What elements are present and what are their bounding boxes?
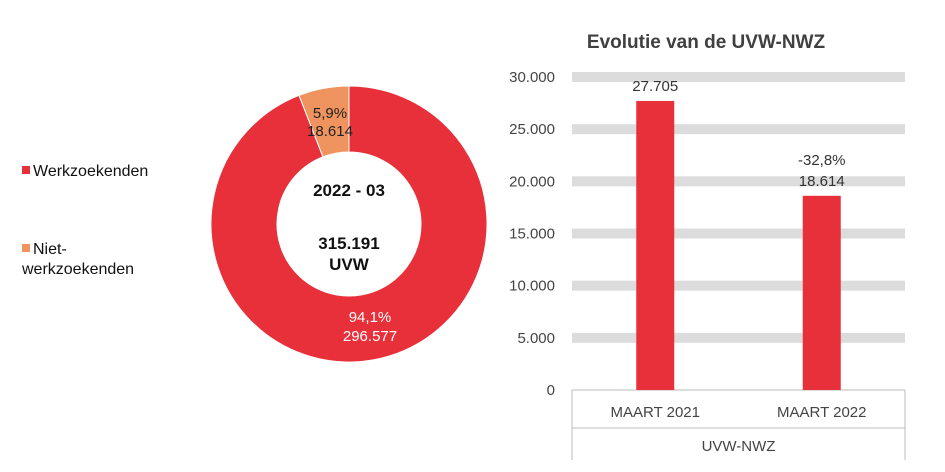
legend-label-niet-werkzoekenden-line2: werkzoekenden — [22, 261, 135, 278]
x-category-label: MAART 2022 — [777, 404, 867, 421]
y-tick-label: 10.000 — [509, 278, 555, 295]
x-category-label: MAART 2021 — [611, 404, 701, 421]
gridline — [572, 228, 905, 239]
y-tick-label: 20.000 — [509, 173, 555, 190]
y-tick-label: 5.000 — [517, 330, 555, 347]
donut-center-unit: UVW — [329, 255, 370, 274]
legend-swatch-niet-werkzoekenden — [22, 244, 30, 252]
legend-swatch-werkzoekenden — [22, 166, 30, 174]
x-group-label: UVW-NWZ — [702, 438, 776, 455]
donut-center-total: 315.191 — [318, 234, 379, 253]
y-tick-label: 25.000 — [509, 121, 555, 138]
bar-data-label: -32,8% — [798, 152, 846, 169]
slice-label-value-niet-werkzoekenden: 18.614 — [307, 123, 353, 140]
gridline — [572, 72, 905, 82]
legend-item-werkzoekenden: Werkzoekenden — [22, 162, 148, 182]
y-tick-label: 15.000 — [509, 226, 555, 243]
legend-item-niet-werkzoekenden: Niet- werkzoekenden — [22, 240, 134, 280]
donut-slice-werkzoekenden — [210, 85, 488, 363]
bar-maart-2021 — [636, 100, 675, 390]
slice-label-percent-niet-werkzoekenden: 5,9% — [313, 105, 347, 122]
y-tick-label: 30.000 — [509, 69, 555, 86]
gridline — [572, 176, 905, 187]
slice-label-percent-werkzoekenden: 94,1% — [349, 309, 392, 326]
bar-chart-title: Evolutie van de UVW-NWZ — [587, 32, 826, 53]
bar-data-label: 18.614 — [799, 173, 845, 190]
gridline — [572, 124, 905, 135]
slice-label-value-werkzoekenden: 296.577 — [343, 328, 397, 345]
bar-data-label: 27.705 — [632, 78, 678, 95]
gridline — [572, 332, 905, 343]
legend-label-werkzoekenden: Werkzoekenden — [33, 163, 149, 180]
legend-label-niet-werkzoekenden-line1: Niet- — [33, 241, 67, 258]
donut-center-period: 2022 - 03 — [313, 181, 385, 200]
bar-maart-2022 — [802, 195, 841, 390]
y-tick-label: 0 — [547, 382, 555, 399]
gridline — [572, 280, 905, 291]
